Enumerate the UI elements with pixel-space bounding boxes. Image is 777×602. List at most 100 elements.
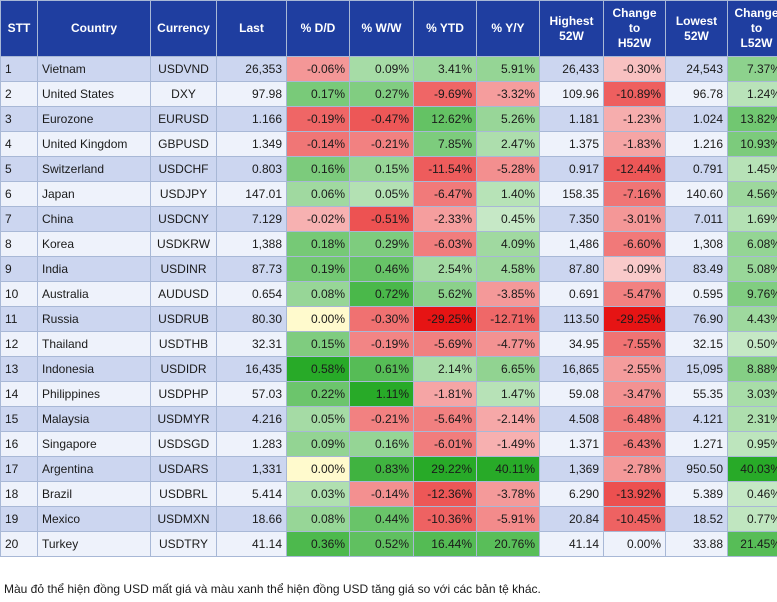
cell-stt: 6 [0,181,38,207]
cell-low52w: 76.90 [665,306,728,332]
cell-last: 0.654 [216,281,287,307]
cell-currency: USDBRL [150,481,217,507]
cell-change-l52w: 9.76% [727,281,777,307]
cell-last: 1,331 [216,456,287,482]
cell-change-h52w: -6.43% [603,431,666,457]
table-row: 7 China USDCNY 7.129 -0.02% -0.51% -2.33% 0.45%… [0,206,777,232]
cell-last: 1,388 [216,231,287,257]
cell-dd: 0.09% [286,431,350,457]
cell-yy: 5.91% [476,56,540,82]
cell-ww: 0.61% [349,356,414,382]
cell-change-l52w: 5.08% [727,256,777,282]
col-header-change-h52w: Change to H52W [603,0,666,57]
cell-high52w: 7.350 [539,206,604,232]
cell-ww: 0.52% [349,531,414,557]
cell-high52w: 1,369 [539,456,604,482]
fx-table: STT Country Currency Last% D/D% W/W% YTD% Y… [0,0,777,557]
cell-yy: 1.47% [476,381,540,407]
table-body: 1 Vietnam USDVND 26,353 -0.06% 0.09% 3.41% 5.91… [0,56,777,557]
cell-stt: 20 [0,531,38,557]
cell-ytd: 29.22% [413,456,477,482]
cell-change-h52w: -6.48% [603,406,666,432]
cell-last: 147.01 [216,181,287,207]
cell-last: 57.03 [216,381,287,407]
cell-high52w: 4.508 [539,406,604,432]
cell-yy: -1.49% [476,431,540,457]
cell-last: 7.129 [216,206,287,232]
cell-ww: 0.05% [349,181,414,207]
table-row: 12 Thailand USDTHB 32.31 0.15% -0.19% -5.69% -4… [0,331,777,357]
cell-ytd: -6.03% [413,231,477,257]
cell-ww: -0.21% [349,131,414,157]
cell-high52w: 41.14 [539,531,604,557]
cell-ytd: 12.62% [413,106,477,132]
cell-stt: 3 [0,106,38,132]
cell-country: Philippines [37,381,151,407]
cell-change-l52w: 1.69% [727,206,777,232]
cell-country: Brazil [37,481,151,507]
cell-high52w: 20.84 [539,506,604,532]
cell-ww: 0.29% [349,231,414,257]
cell-ww: -0.21% [349,406,414,432]
cell-high52w: 109.96 [539,81,604,107]
cell-change-l52w: 7.37% [727,56,777,82]
cell-low52w: 32.15 [665,331,728,357]
cell-last: 0.803 [216,156,287,182]
cell-currency: USDARS [150,456,217,482]
cell-ww: -0.47% [349,106,414,132]
col-header-high52w: Highest 52W [539,0,604,57]
cell-currency: DXY [150,81,217,107]
cell-low52w: 83.49 [665,256,728,282]
cell-stt: 10 [0,281,38,307]
cell-country: Argentina [37,456,151,482]
cell-last: 4.216 [216,406,287,432]
cell-yy: 6.65% [476,356,540,382]
header-row: STT Country Currency Last% D/D% W/W% YTD% Y… [0,0,777,57]
cell-yy: -2.14% [476,406,540,432]
cell-country: India [37,256,151,282]
table-row: 5 Switzerland USDCHF 0.803 0.16% 0.15% -11.54%… [0,156,777,182]
cell-country: Japan [37,181,151,207]
cell-currency: USDTHB [150,331,217,357]
cell-stt: 2 [0,81,38,107]
cell-currency: GBPUSD [150,131,217,157]
cell-yy: -12.71% [476,306,540,332]
cell-dd: 0.16% [286,156,350,182]
cell-currency: USDJPY [150,181,217,207]
cell-ytd: -9.69% [413,81,477,107]
cell-change-h52w: -3.01% [603,206,666,232]
cell-currency: USDSGD [150,431,217,457]
cell-low52w: 1.216 [665,131,728,157]
cell-change-l52w: 40.03% [727,456,777,482]
cell-high52w: 1.375 [539,131,604,157]
cell-change-l52w: 21.45% [727,531,777,557]
cell-high52w: 1,486 [539,231,604,257]
cell-country: China [37,206,151,232]
cell-ytd: 2.14% [413,356,477,382]
cell-yy: -5.28% [476,156,540,182]
cell-stt: 4 [0,131,38,157]
cell-dd: 0.19% [286,256,350,282]
cell-ytd: -6.01% [413,431,477,457]
cell-high52w: 16,865 [539,356,604,382]
cell-country: United Kingdom [37,131,151,157]
cell-last: 80.30 [216,306,287,332]
cell-yy: -5.91% [476,506,540,532]
cell-yy: 1.40% [476,181,540,207]
cell-ytd: -12.36% [413,481,477,507]
cell-change-h52w: 0.00% [603,531,666,557]
cell-currency: USDKRW [150,231,217,257]
cell-yy: -3.85% [476,281,540,307]
cell-low52w: 140.60 [665,181,728,207]
cell-dd: 0.08% [286,281,350,307]
cell-dd: 0.36% [286,531,350,557]
cell-ytd: -11.54% [413,156,477,182]
cell-dd: 0.18% [286,231,350,257]
cell-ytd: 7.85% [413,131,477,157]
cell-country: Malaysia [37,406,151,432]
cell-currency: USDRUB [150,306,217,332]
cell-stt: 7 [0,206,38,232]
cell-high52w: 1.181 [539,106,604,132]
col-header-low52w: Lowest 52W [665,0,728,57]
cell-yy: 4.58% [476,256,540,282]
